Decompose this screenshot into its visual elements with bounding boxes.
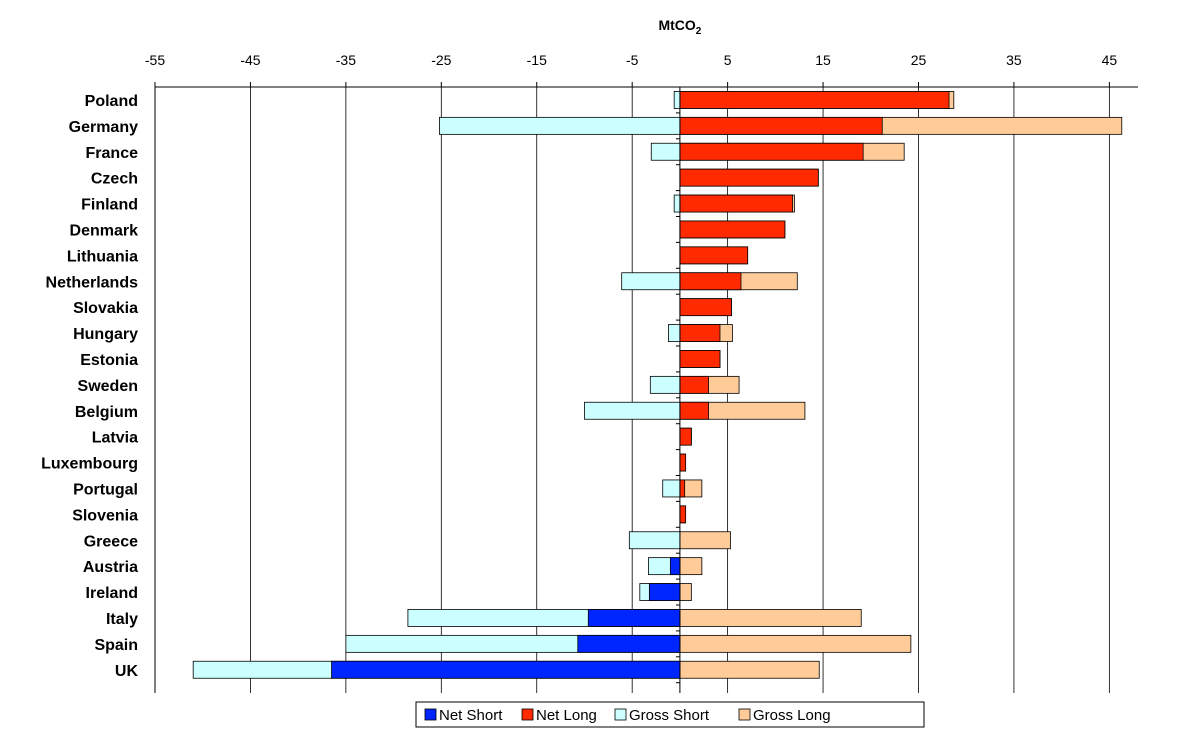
category-label: Netherlands xyxy=(46,274,139,291)
gross-long-bar xyxy=(679,609,862,627)
category-label: Estonia xyxy=(80,352,138,369)
category-label: Portugal xyxy=(73,481,138,498)
x-tick-label: 15 xyxy=(815,52,831,68)
category-label: Hungary xyxy=(73,326,138,343)
net-long-bar xyxy=(679,91,950,109)
category-label: Poland xyxy=(85,93,138,110)
net-short-bar xyxy=(669,557,681,576)
net-long-bar xyxy=(679,194,793,213)
net-short-bar xyxy=(648,583,681,601)
net-short-bar xyxy=(577,634,681,653)
x-tick-label: -55 xyxy=(145,52,165,68)
net-long-bar xyxy=(679,272,742,291)
legend-label: Gross Short xyxy=(629,707,710,724)
x-tick-label: -45 xyxy=(240,52,260,68)
gross-short-bar xyxy=(584,401,681,420)
category-label: Denmark xyxy=(70,222,139,239)
gross-long-bar xyxy=(679,583,692,601)
legend-swatch xyxy=(614,708,627,721)
legend-box xyxy=(415,701,925,728)
net-long-bar xyxy=(679,479,686,498)
gross-short-bar xyxy=(628,531,681,550)
net-long-bar xyxy=(679,350,721,368)
gross-short-bar xyxy=(662,479,681,498)
category-label: Germany xyxy=(69,119,138,136)
x-tick-label: 45 xyxy=(1102,52,1118,68)
axis-title-main: MtCO xyxy=(658,17,695,33)
gross-long-bar xyxy=(679,531,731,550)
category-label: Ireland xyxy=(86,585,138,602)
net-long-bar xyxy=(679,375,709,394)
bars-layer xyxy=(192,91,1123,679)
gross-short-bar xyxy=(621,272,681,291)
x-tick-label: -25 xyxy=(431,52,451,68)
net-short-bar xyxy=(587,609,681,627)
gross-long-bar xyxy=(679,557,703,576)
axis-layer xyxy=(154,82,1138,693)
x-tick-label: 5 xyxy=(724,52,732,68)
category-label: Belgium xyxy=(75,404,138,421)
x-tick-label: 25 xyxy=(911,52,927,68)
x-tick-label: -35 xyxy=(336,52,356,68)
category-label: Finland xyxy=(81,197,138,214)
category-label: Lithuania xyxy=(67,248,138,265)
net-long-bar xyxy=(679,246,749,265)
gross-short-bar xyxy=(439,116,681,135)
gross-short-bar xyxy=(649,375,681,394)
net-long-bar xyxy=(679,427,692,446)
net-long-bar xyxy=(679,116,883,135)
gross-short-bar xyxy=(673,91,681,109)
category-label: Latvia xyxy=(92,430,138,447)
net-long-bar xyxy=(679,298,732,317)
net-long-bar xyxy=(679,505,687,524)
gross-short-bar xyxy=(650,142,681,161)
net-long-bar xyxy=(679,220,786,239)
net-long-bar xyxy=(679,453,687,472)
category-label: Italy xyxy=(106,611,138,628)
labels-layer: -55 -45 -35 -25 -15 -5 5 15 25 35 45MtCO2PolandGer… xyxy=(41,17,1117,680)
net-long-bar xyxy=(679,142,864,161)
legend-swatch xyxy=(521,708,534,721)
category-label: Austria xyxy=(83,559,138,576)
gross-long-bar xyxy=(679,660,820,679)
category-label: UK xyxy=(115,663,139,680)
net-long-bar xyxy=(679,401,709,420)
net-short-bar xyxy=(331,660,681,679)
net-long-bar xyxy=(679,168,819,187)
category-label: Greece xyxy=(84,533,138,550)
legend-swatch xyxy=(738,708,751,721)
legend-label: Gross Long xyxy=(753,707,831,724)
net-long-bar xyxy=(679,324,721,342)
category-label: Sweden xyxy=(78,378,138,395)
x-tick-label: 35 xyxy=(1006,52,1022,68)
category-label: Luxembourg xyxy=(41,456,138,473)
category-label: Slovakia xyxy=(73,300,138,317)
category-label: France xyxy=(86,145,139,162)
legend-label: Net Long xyxy=(536,707,597,724)
category-label: Spain xyxy=(94,637,138,654)
legend-label: Net Short xyxy=(439,707,503,724)
x-tick-label: -15 xyxy=(527,52,547,68)
category-label: Slovenia xyxy=(72,507,138,524)
axis-title-subscript: 2 xyxy=(696,26,702,37)
gross-short-bar xyxy=(668,324,681,342)
gross-short-bar xyxy=(673,194,681,213)
axis-title: MtCO2 xyxy=(658,17,701,37)
x-tick-label: -5 xyxy=(626,52,639,68)
legend-layer: Net Short Net Long Gross Short Gross Long xyxy=(415,701,925,728)
category-label: Czech xyxy=(91,171,138,188)
gross-long-bar xyxy=(679,634,912,653)
legend-swatch xyxy=(424,708,437,721)
